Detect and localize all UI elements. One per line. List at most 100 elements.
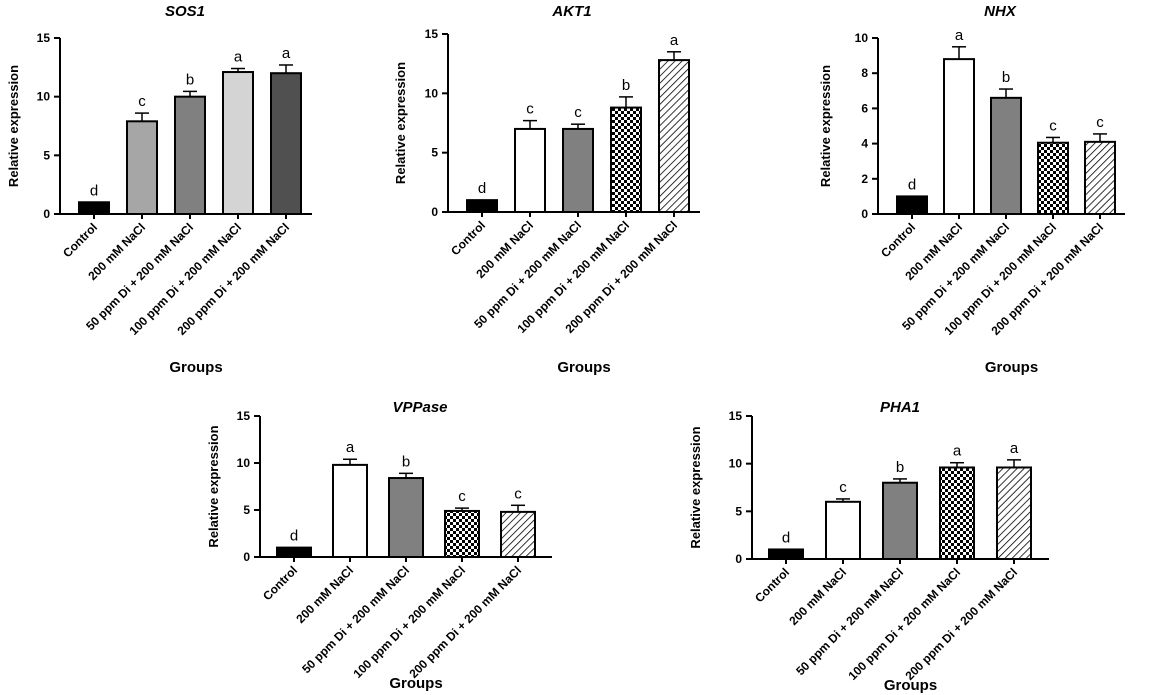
chart-title: VPPase [392, 399, 447, 416]
significance-letter: c [839, 479, 847, 496]
significance-letter: b [186, 71, 194, 88]
bar [78, 201, 110, 215]
bar [1037, 141, 1069, 215]
y-tick-label: 15 [729, 409, 743, 423]
y-tick-label: 15 [425, 27, 439, 41]
category-label: Control [448, 218, 488, 258]
significance-letter: a [346, 439, 355, 456]
x-axis-label: Groups [557, 359, 610, 376]
significance-letter: a [670, 32, 679, 49]
y-tick-label: 0 [431, 205, 438, 219]
category-label: Control [878, 220, 918, 260]
bar [444, 509, 480, 559]
bar [943, 58, 975, 216]
category-label: 200 ppm Di + 200 mM NaCl [406, 563, 524, 681]
y-tick-label: 0 [861, 207, 868, 221]
y-tick-label: 10 [237, 456, 251, 470]
category-label: 50 ppm Di + 200 mM NaCl [793, 565, 906, 678]
bar [500, 510, 536, 559]
significance-letter: c [138, 93, 146, 110]
y-tick-label: 10 [729, 457, 743, 471]
category-label: 200 ppm Di + 200 mM NaCl [902, 565, 1020, 683]
bar [996, 466, 1032, 561]
significance-letter: b [622, 77, 630, 94]
significance-letter: c [526, 101, 534, 118]
significance-letter: a [234, 49, 243, 66]
x-axis-label: Groups [389, 675, 442, 692]
chart-title: SOS1 [165, 3, 205, 20]
bar [222, 71, 254, 215]
y-tick-label: 15 [37, 31, 51, 45]
bar [610, 106, 642, 213]
category-label: Control [260, 563, 300, 603]
significance-letter: b [896, 459, 904, 476]
significance-letter: a [955, 27, 964, 44]
panel-vppase: VPPase 0 5 10 15 Relative expression d Control a… [206, 399, 552, 692]
significance-letter: c [1096, 114, 1104, 131]
category-label: Control [60, 220, 100, 260]
y-tick-label: 10 [425, 86, 439, 100]
significance-letter: d [908, 176, 916, 193]
bar [466, 199, 498, 213]
bar [1084, 140, 1116, 215]
x-axis-label: Groups [169, 359, 222, 376]
y-axis-label: Relative expression [818, 65, 833, 187]
bar [990, 96, 1022, 215]
category-label: Control [752, 565, 792, 605]
bar [562, 127, 594, 213]
significance-letter: d [478, 180, 486, 197]
category-label: 50 ppm Di + 200 mM NaCl [299, 563, 412, 676]
panel-pha1: PHA1 0 5 10 15 Relative expression d Control c 20… [688, 399, 1049, 694]
bar [276, 546, 312, 558]
x-axis-label: Groups [884, 677, 937, 694]
chart-title: AKT1 [551, 3, 591, 20]
y-tick-label: 0 [243, 550, 250, 564]
y-tick-label: 4 [861, 137, 868, 151]
significance-letter: d [90, 182, 98, 199]
y-tick-label: 10 [37, 90, 51, 104]
significance-letter: b [402, 453, 410, 470]
category-label: 200 mM NaCl [786, 565, 849, 628]
y-tick-label: 2 [861, 172, 868, 186]
category-label: 100 ppm Di + 200 mM NaCl [845, 565, 963, 683]
significance-letter: d [290, 528, 298, 545]
y-tick-label: 0 [735, 552, 742, 566]
bar [174, 95, 206, 215]
y-tick-label: 5 [43, 148, 50, 162]
bar [939, 466, 975, 561]
bar [825, 500, 861, 560]
x-axis-label: Groups [985, 359, 1038, 376]
bar [270, 72, 302, 215]
y-tick-label: 5 [243, 503, 250, 517]
y-axis-label: Relative expression [688, 426, 703, 548]
bar [768, 548, 804, 561]
y-axis-label: Relative expression [393, 62, 408, 184]
significance-letter: c [458, 488, 466, 505]
significance-letter: c [574, 104, 582, 121]
significance-letter: b [1002, 69, 1010, 86]
y-tick-label: 10 [855, 31, 869, 45]
category-label: 200 mM NaCl [293, 563, 356, 626]
y-tick-label: 5 [431, 146, 438, 160]
significance-letter: a [1010, 440, 1019, 457]
significance-letter: d [782, 529, 790, 546]
bar [896, 195, 928, 215]
significance-letter: c [514, 485, 522, 502]
bar [882, 481, 918, 561]
bar [514, 127, 546, 213]
y-tick-label: 15 [237, 409, 251, 423]
bar [126, 120, 158, 215]
y-tick-label: 6 [861, 101, 868, 115]
significance-letter: a [953, 443, 962, 460]
significance-letter: c [1049, 117, 1057, 134]
y-axis-label: Relative expression [206, 425, 221, 547]
bar [658, 59, 690, 213]
bar [388, 477, 424, 559]
y-axis-label: Relative expression [6, 65, 21, 187]
y-tick-label: 8 [861, 66, 868, 80]
chart-title: PHA1 [880, 399, 920, 416]
